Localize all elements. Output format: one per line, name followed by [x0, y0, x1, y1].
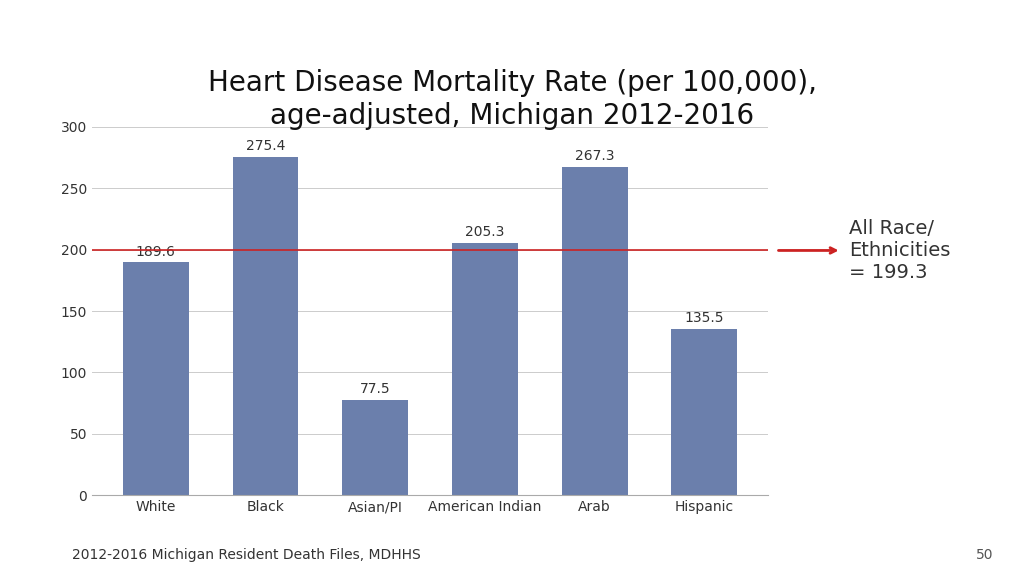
Text: Heart Disease Mortality Rate (per 100,000),
age-adjusted, Michigan 2012-2016: Heart Disease Mortality Rate (per 100,00…: [208, 69, 816, 130]
Text: 267.3: 267.3: [574, 149, 614, 163]
Bar: [452, 243, 518, 495]
Text: 275.4: 275.4: [246, 139, 286, 153]
Text: 189.6: 189.6: [136, 245, 176, 259]
Text: 2012-2016 Michigan Resident Death Files, MDHHS: 2012-2016 Michigan Resident Death Files,…: [72, 548, 421, 562]
Bar: [123, 263, 188, 495]
Bar: [342, 400, 409, 495]
Bar: [232, 157, 298, 495]
Text: All Race/
Ethnicities
= 199.3: All Race/ Ethnicities = 199.3: [849, 219, 950, 282]
Text: 77.5: 77.5: [359, 382, 390, 396]
Bar: [562, 167, 628, 495]
Text: 205.3: 205.3: [465, 225, 505, 240]
Bar: [672, 329, 737, 495]
Text: 135.5: 135.5: [685, 311, 724, 325]
Text: 50: 50: [976, 548, 993, 562]
